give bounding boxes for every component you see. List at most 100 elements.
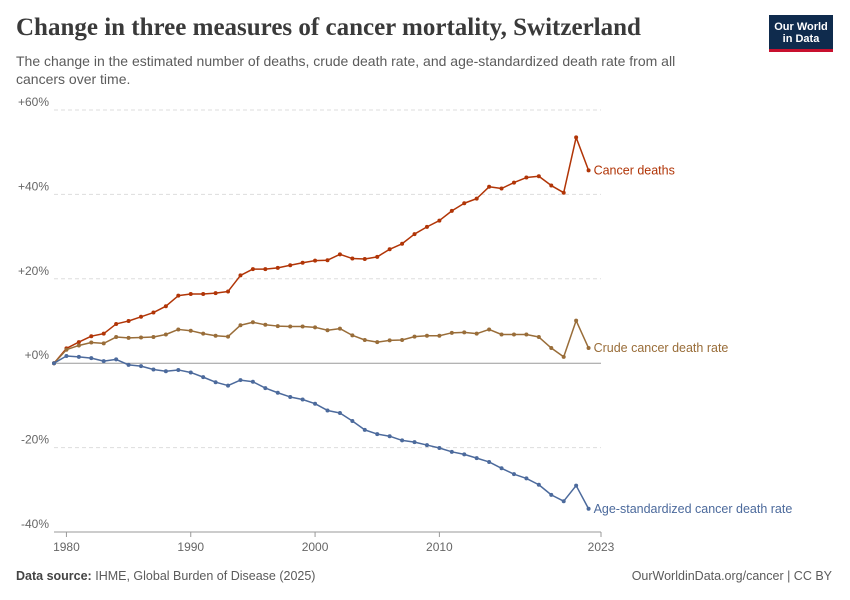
data-point[interactable] bbox=[201, 291, 206, 296]
data-point[interactable] bbox=[300, 397, 305, 402]
data-point[interactable] bbox=[139, 314, 144, 319]
data-point[interactable] bbox=[263, 386, 268, 391]
data-point[interactable] bbox=[238, 378, 243, 383]
data-point[interactable] bbox=[561, 190, 566, 195]
data-point[interactable] bbox=[499, 186, 504, 191]
data-point[interactable] bbox=[126, 319, 131, 323]
data-point[interactable] bbox=[250, 320, 255, 325]
data-point[interactable] bbox=[288, 394, 293, 399]
data-point[interactable] bbox=[412, 440, 417, 445]
data-point[interactable] bbox=[151, 310, 156, 315]
data-point[interactable] bbox=[400, 438, 405, 443]
data-point[interactable] bbox=[313, 401, 318, 406]
data-point[interactable] bbox=[375, 340, 380, 345]
data-point[interactable] bbox=[313, 325, 318, 330]
data-point[interactable] bbox=[151, 335, 156, 340]
data-point[interactable] bbox=[325, 408, 330, 413]
data-point[interactable] bbox=[76, 343, 81, 348]
data-point[interactable] bbox=[288, 324, 293, 329]
data-point[interactable] bbox=[300, 260, 305, 265]
data-point[interactable] bbox=[101, 359, 106, 364]
data-point[interactable] bbox=[350, 419, 355, 424]
data-point[interactable] bbox=[424, 224, 429, 229]
data-point[interactable] bbox=[412, 334, 417, 339]
data-point[interactable] bbox=[163, 304, 168, 309]
data-point[interactable] bbox=[114, 357, 119, 362]
data-point[interactable] bbox=[586, 168, 591, 173]
data-point[interactable] bbox=[337, 326, 342, 331]
data-point[interactable] bbox=[574, 318, 579, 323]
data-point[interactable] bbox=[524, 332, 529, 337]
data-point[interactable] bbox=[449, 330, 454, 335]
data-point[interactable] bbox=[325, 258, 330, 263]
data-point[interactable] bbox=[487, 459, 492, 464]
data-point[interactable] bbox=[561, 499, 566, 504]
data-point[interactable] bbox=[201, 375, 206, 380]
data-point[interactable] bbox=[139, 335, 144, 340]
data-point[interactable] bbox=[275, 265, 280, 270]
data-point[interactable] bbox=[437, 446, 442, 451]
data-point[interactable] bbox=[474, 456, 479, 461]
data-point[interactable] bbox=[288, 263, 293, 268]
data-point[interactable] bbox=[101, 331, 106, 336]
data-point[interactable] bbox=[412, 232, 417, 237]
data-point[interactable] bbox=[561, 354, 566, 359]
data-point[interactable] bbox=[213, 380, 218, 385]
data-point[interactable] bbox=[437, 218, 442, 223]
owid-logo[interactable]: Our World in Data bbox=[769, 15, 833, 52]
data-point[interactable] bbox=[213, 333, 218, 338]
data-point[interactable] bbox=[76, 340, 81, 345]
data-point[interactable] bbox=[362, 427, 367, 432]
credit-link[interactable]: OurWorldinData.org/cancer | CC BY bbox=[631, 569, 832, 583]
data-point[interactable] bbox=[400, 337, 405, 342]
data-point[interactable] bbox=[462, 330, 467, 335]
data-point[interactable] bbox=[101, 341, 106, 346]
data-point[interactable] bbox=[263, 322, 268, 327]
data-point[interactable] bbox=[238, 323, 243, 328]
data-point[interactable] bbox=[474, 331, 479, 336]
data-point[interactable] bbox=[511, 472, 516, 477]
data-point[interactable] bbox=[586, 346, 591, 351]
data-point[interactable] bbox=[574, 135, 579, 140]
data-point[interactable] bbox=[89, 356, 94, 361]
data-point[interactable] bbox=[524, 476, 529, 481]
data-point[interactable] bbox=[375, 432, 380, 437]
data-point[interactable] bbox=[474, 196, 479, 201]
data-point[interactable] bbox=[487, 184, 492, 189]
data-point[interactable] bbox=[313, 258, 318, 263]
data-point[interactable] bbox=[536, 174, 541, 179]
data-point[interactable] bbox=[487, 327, 492, 332]
data-point[interactable] bbox=[325, 328, 330, 333]
data-point[interactable] bbox=[226, 334, 231, 339]
data-point[interactable] bbox=[387, 247, 392, 252]
data-point[interactable] bbox=[499, 466, 504, 471]
data-point[interactable] bbox=[536, 482, 541, 487]
data-point[interactable] bbox=[362, 256, 367, 261]
data-point[interactable] bbox=[163, 369, 168, 374]
data-point[interactable] bbox=[163, 332, 168, 337]
data-point[interactable] bbox=[64, 347, 69, 352]
data-point[interactable] bbox=[188, 291, 193, 296]
data-point[interactable] bbox=[263, 267, 268, 272]
data-point[interactable] bbox=[549, 346, 554, 351]
data-point[interactable] bbox=[176, 367, 181, 372]
data-point[interactable] bbox=[52, 361, 56, 366]
data-point[interactable] bbox=[387, 338, 392, 343]
data-point[interactable] bbox=[337, 252, 342, 257]
data-point[interactable] bbox=[499, 332, 504, 337]
data-point[interactable] bbox=[462, 452, 467, 457]
data-point[interactable] bbox=[176, 327, 181, 332]
data-point[interactable] bbox=[250, 267, 255, 272]
data-point[interactable] bbox=[89, 340, 94, 345]
data-point[interactable] bbox=[275, 324, 280, 329]
data-point[interactable] bbox=[549, 492, 554, 497]
data-point[interactable] bbox=[424, 443, 429, 448]
data-point[interactable] bbox=[437, 333, 442, 338]
data-point[interactable] bbox=[201, 331, 206, 336]
data-point[interactable] bbox=[126, 362, 131, 367]
data-point[interactable] bbox=[549, 183, 554, 188]
data-point[interactable] bbox=[524, 175, 529, 180]
data-point[interactable] bbox=[424, 333, 429, 338]
data-point[interactable] bbox=[226, 289, 231, 294]
data-point[interactable] bbox=[226, 383, 231, 388]
